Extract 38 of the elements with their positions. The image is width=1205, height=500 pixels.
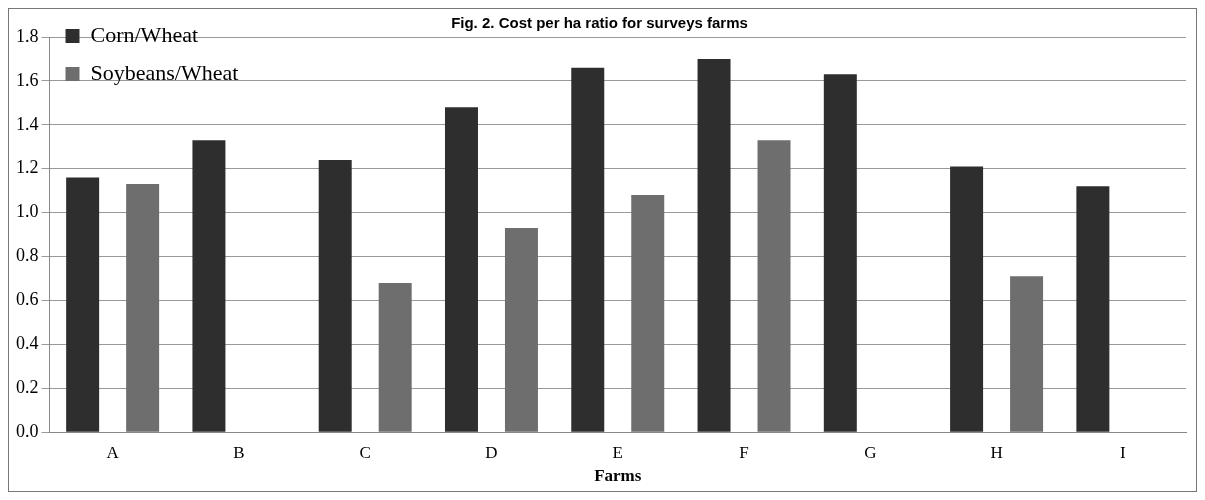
bar: [318, 159, 352, 432]
y-tick-label: 0.2: [16, 377, 39, 398]
y-tick-label: 1.6: [16, 69, 39, 90]
legend-label: Soybeans/Wheat: [90, 59, 239, 85]
y-tick-label: 0.6: [16, 289, 39, 310]
x-tick-label: H: [990, 442, 1003, 462]
y-tick-label: 0.4: [16, 333, 39, 354]
bar: [504, 228, 538, 432]
bar: [571, 67, 605, 432]
y-tick-label: 1.2: [16, 157, 39, 178]
x-tick-label: A: [106, 442, 120, 462]
bar: [126, 184, 160, 432]
x-tick-label: G: [864, 442, 877, 462]
y-tick-label: 1.8: [16, 25, 39, 46]
bar: [823, 74, 857, 432]
y-tick-label: 0.0: [16, 420, 39, 441]
y-tick-label: 0.8: [16, 245, 39, 266]
bar: [1076, 186, 1110, 432]
x-tick-label: B: [233, 442, 245, 462]
bar: [444, 107, 478, 432]
x-tick-label: C: [359, 442, 371, 462]
x-axis-title: Farms: [594, 466, 642, 486]
x-tick-label: D: [485, 442, 498, 462]
y-tick-label: 1.4: [16, 113, 39, 134]
bar: [950, 166, 984, 432]
chart-title: Fig. 2. Cost per ha ratio for surveys farms: [451, 14, 748, 32]
bar: [1010, 276, 1044, 432]
bar: [697, 58, 731, 432]
bar: [757, 140, 791, 432]
bar: [631, 195, 665, 432]
legend-label: Corn/Wheat: [90, 21, 199, 47]
x-tick-label: I: [1120, 442, 1127, 462]
x-tick-label: E: [612, 442, 623, 462]
bar: [378, 282, 412, 432]
y-tick-label: 1.0: [16, 201, 39, 222]
x-tick-label: F: [739, 442, 749, 462]
bar: [66, 177, 100, 432]
bar: [192, 140, 226, 432]
